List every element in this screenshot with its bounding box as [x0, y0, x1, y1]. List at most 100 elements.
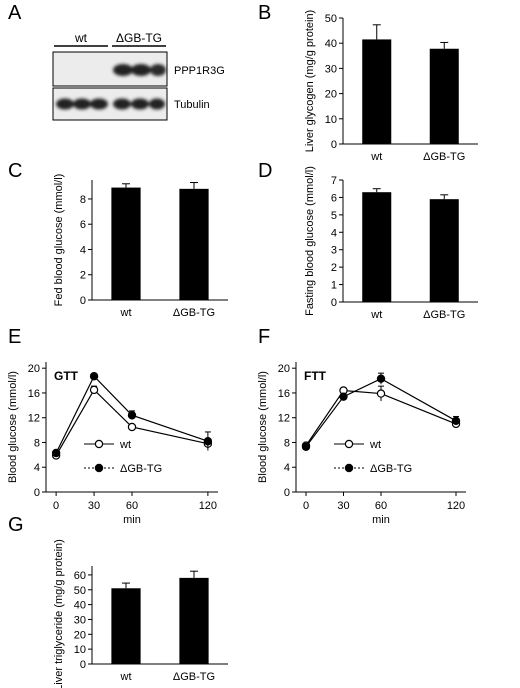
x-tick-label-d: wt: [370, 309, 382, 321]
y-tick-label-c: 8: [80, 194, 86, 206]
data-point-e-1: [127, 411, 137, 420]
legend-marker-f-1: [344, 463, 354, 473]
chart-panel-b: 0 10 20 30 40 50 Liver glycogen (mg/g protein)…: [304, 10, 478, 163]
data-point-e-0: [127, 422, 137, 432]
x-tick-label-f: 120: [447, 500, 465, 512]
y-tick-label-b: 50: [325, 13, 337, 25]
chart-panel-e: 0 4 8 12 16 20 Blood glucose (mmol/l) 0 30 60 120 m…: [7, 362, 218, 526]
y-tick-label-d: 2: [331, 262, 337, 274]
legend-marker-e-1: [94, 463, 104, 473]
y-tick-label-f: 0: [284, 487, 290, 499]
x-tick-label-f: 0: [303, 500, 309, 512]
y-tick-label-c: 0: [80, 295, 86, 307]
y-tick-label-d: 5: [331, 210, 337, 222]
x-tick-label-c: ΔGB-TG: [173, 307, 215, 319]
y-tick-label-d: 6: [331, 192, 337, 204]
y-tick-label-b: 20: [325, 89, 337, 101]
x-tick-label-d: ΔGB-TG: [423, 309, 465, 321]
x-tick-label-e: 60: [126, 500, 138, 512]
y-tick-label-g: 10: [74, 644, 86, 656]
bar-b: [362, 39, 392, 144]
x-tick-label-e: 0: [53, 500, 59, 512]
x-tick-label-b: wt: [370, 151, 382, 163]
bar-d: [429, 199, 459, 302]
panel-letter-a: A: [8, 2, 22, 24]
y-tick-label-d: 4: [331, 227, 337, 239]
y-axis-label-f: Blood glucose (mmol/l): [257, 371, 269, 483]
bar-b: [429, 48, 459, 144]
y-tick-label-f: 4: [284, 462, 290, 474]
y-tick-label-c: 4: [80, 244, 86, 256]
y-tick-label-e: 4: [34, 462, 40, 474]
y-tick-label-f: 8: [284, 437, 290, 449]
legend-label-f-0: wt: [369, 439, 381, 451]
y-tick-label-b: 30: [325, 63, 337, 75]
panel-letter-b: B: [258, 2, 272, 24]
legend-label-e-0: wt: [119, 439, 131, 451]
y-tick-label-b: 0: [331, 139, 337, 151]
series-line-f-1: [305, 378, 457, 448]
data-point-e-1: [51, 448, 61, 458]
y-tick-label-f: 12: [278, 413, 290, 425]
series-line-e-1: [55, 375, 209, 454]
x-tick-label-e: 30: [88, 500, 100, 512]
chart-title-e: GTT: [54, 369, 79, 383]
y-axis-label-g: Liver triglyceride (mg/g protein): [53, 539, 65, 688]
y-tick-label-d: 0: [331, 297, 337, 309]
y-axis-label-e: Blood glucose (mmol/l): [7, 371, 19, 483]
y-tick-label-b: 10: [325, 114, 337, 126]
x-tick-label-f: 30: [337, 500, 349, 512]
y-axis-label-b: Liver glycogen (mg/g protein): [304, 10, 316, 152]
legend-label-e-1: ΔGB-TG: [120, 463, 162, 475]
panel-letter-c: C: [8, 160, 23, 182]
bar-c: [111, 187, 141, 300]
chart-panel-g: 0 10 20 30 40 50 60 Liver triglyceride (mg/g pr…: [53, 539, 228, 688]
y-axis-label-c: Fed blood glucose (mmol/l): [53, 174, 65, 307]
y-tick-label-b: 40: [325, 38, 337, 50]
panel-letter-g: G: [8, 514, 24, 536]
y-tick-label-c: 2: [80, 270, 86, 282]
y-tick-label-d: 1: [331, 280, 337, 292]
x-tick-label-g: wt: [120, 671, 132, 683]
y-tick-label-g: 30: [74, 614, 86, 626]
y-tick-label-g: 40: [74, 600, 86, 612]
legend-marker-f-0: [344, 439, 354, 449]
chart-panel-d: 0 1 2 3 4 5 6 7 Fasting blood glucose (mmol/l) wt…: [304, 166, 478, 321]
x-tick-label-c: wt: [120, 307, 132, 319]
panel-letter-e: E: [8, 326, 22, 348]
x-tick-label-g: ΔGB-TG: [173, 671, 215, 683]
y-tick-label-g: 20: [74, 629, 86, 641]
y-tick-label-g: 50: [74, 585, 86, 597]
chart-panel-f: 0 4 8 12 16 20 Blood glucose (mmol/l) 0 30 60 120 m…: [257, 362, 466, 526]
y-tick-label-e: 16: [28, 388, 40, 400]
y-tick-label-f: 16: [278, 388, 290, 400]
bar-c: [179, 188, 209, 300]
y-tick-label-e: 0: [34, 487, 40, 499]
x-axis-label-e: min: [123, 514, 141, 526]
y-tick-label-d: 7: [331, 175, 337, 187]
y-tick-label-c: 6: [80, 219, 86, 231]
x-tick-label-b: ΔGB-TG: [423, 151, 465, 163]
data-point-e-0: [89, 385, 99, 395]
data-point-f-1: [451, 416, 461, 426]
panel-letter-f: F: [258, 326, 271, 348]
series-line-e-0: [55, 388, 209, 456]
data-point-e-1: [89, 372, 99, 381]
bar-g: [111, 588, 141, 664]
y-axis-label-d: Fasting blood glucose (mmol/l): [304, 166, 316, 316]
chart-title-f: FTT: [304, 369, 327, 383]
y-tick-label-e: 12: [28, 413, 40, 425]
panel-letter-d: D: [258, 160, 273, 182]
chart-panel-c: 0 2 4 6 8 Fed blood glucose (mmol/l) wt ΔGB-TG: [53, 174, 228, 319]
data-point-f-1: [339, 392, 348, 401]
y-tick-label-g: 0: [80, 659, 86, 671]
y-tick-label-f: 20: [278, 363, 290, 375]
bar-g: [179, 577, 209, 664]
data-point-f-1: [301, 442, 311, 452]
x-axis-label-f: min: [372, 514, 390, 526]
y-tick-label-e: 8: [34, 437, 40, 449]
y-tick-label-g: 60: [74, 570, 86, 582]
y-tick-label-e: 20: [28, 363, 40, 375]
series-line-f-0: [305, 389, 457, 446]
